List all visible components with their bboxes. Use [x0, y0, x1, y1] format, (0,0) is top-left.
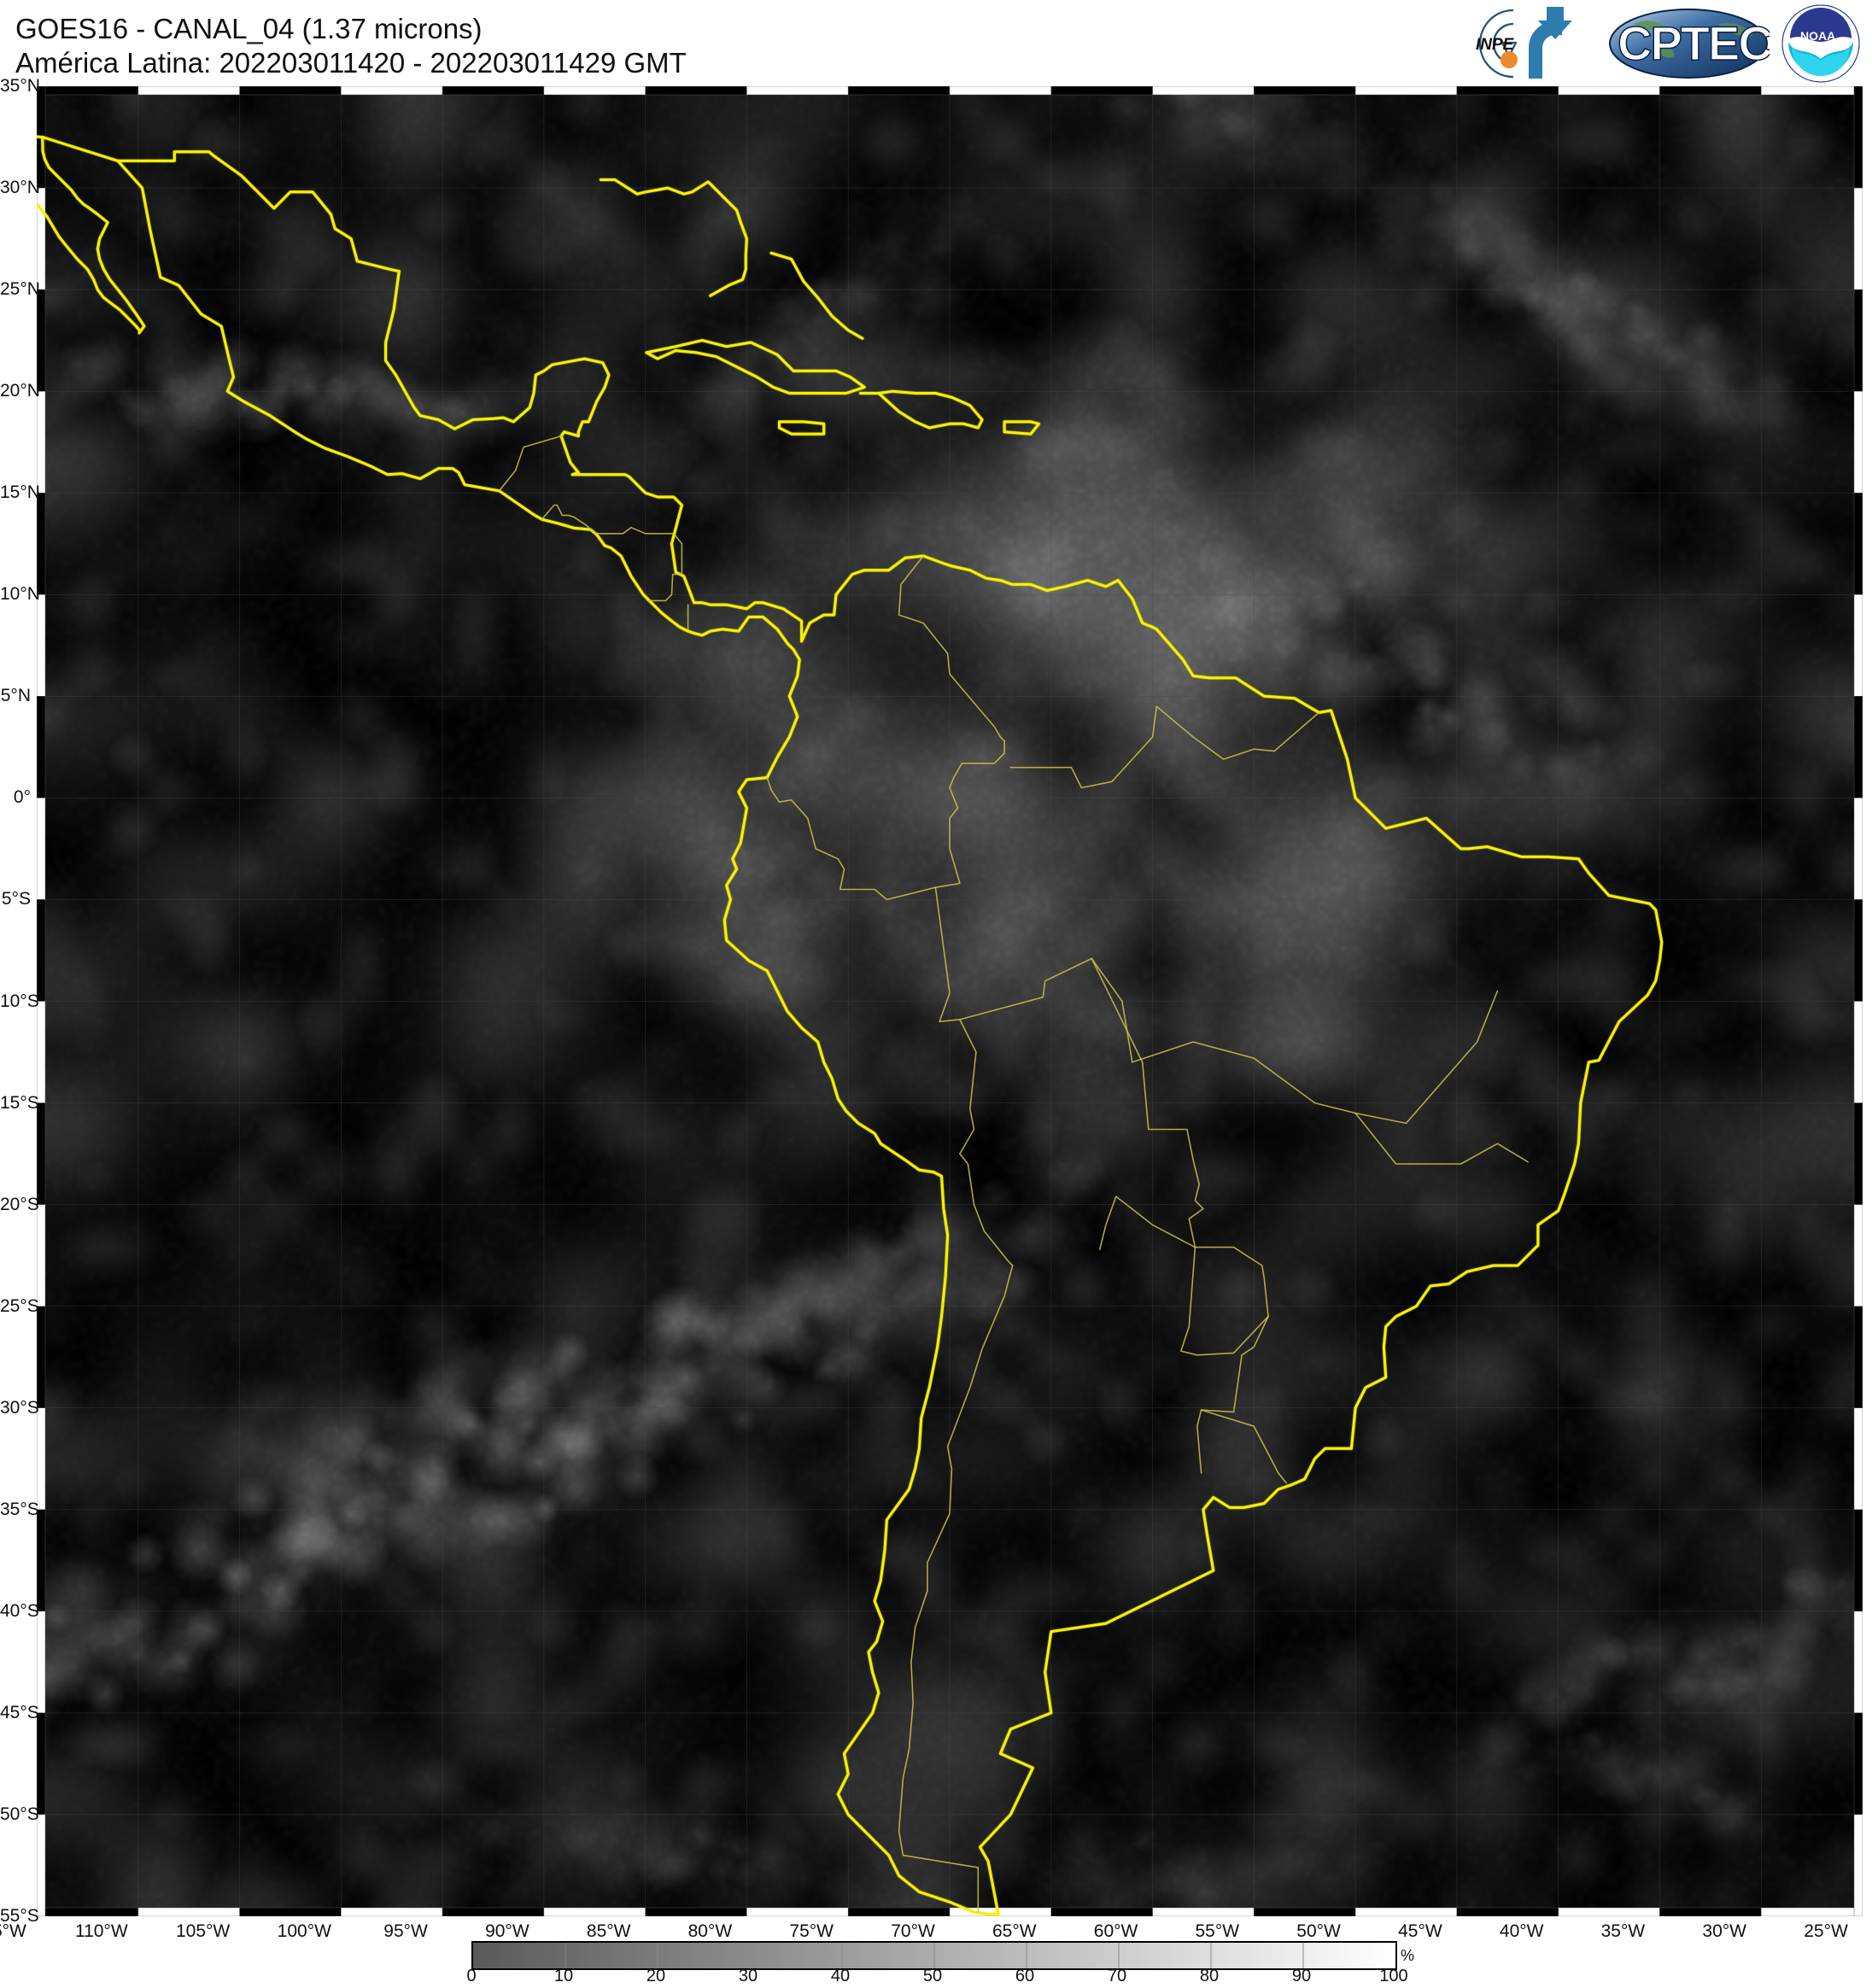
svg-text:CPTEC: CPTEC — [1618, 16, 1770, 70]
svg-text:INPE: INPE — [1476, 36, 1515, 54]
svg-text:NOAA: NOAA — [1800, 29, 1835, 43]
